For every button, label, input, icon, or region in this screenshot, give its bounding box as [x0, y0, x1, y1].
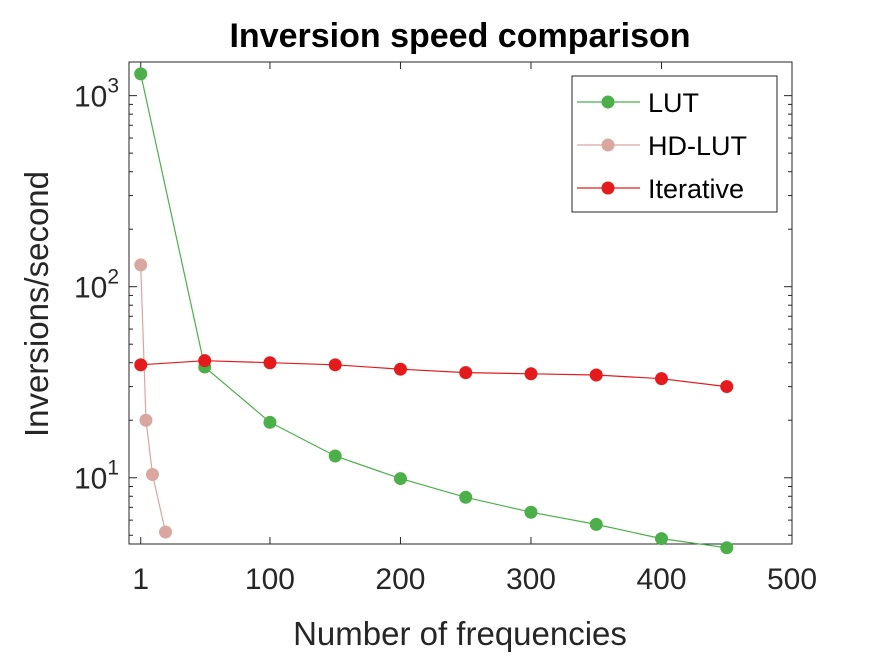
data-point-iterative — [134, 358, 148, 372]
x-tick-label: 300 — [506, 563, 556, 596]
series-line-hd-lut — [140, 264, 167, 533]
data-point-lut — [524, 505, 538, 519]
y-tick-label: 101 — [74, 457, 119, 496]
data-point-hd-lut — [134, 258, 148, 272]
legend-marker-hd-lut — [601, 138, 615, 152]
x-tick-label: 500 — [767, 563, 817, 596]
data-point-iterative — [524, 367, 538, 381]
x-tick-label: 100 — [245, 563, 295, 596]
data-point-lut — [263, 415, 277, 429]
data-point-iterative — [393, 362, 407, 376]
legend-label-hd-lut: HD-LUT — [648, 131, 747, 161]
data-point-hd-lut — [145, 467, 159, 481]
data-point-iterative — [328, 358, 342, 372]
data-point-iterative — [720, 380, 734, 394]
data-point-lut — [134, 67, 148, 81]
data-point-iterative — [263, 356, 277, 370]
data-point-lut — [459, 490, 473, 504]
legend-marker-lut — [601, 95, 615, 109]
axes-box — [128, 61, 793, 545]
series-line-lut — [140, 73, 727, 549]
legend-label-lut: LUT — [648, 88, 699, 118]
x-tick-label: 200 — [375, 563, 425, 596]
data-point-hd-lut — [139, 413, 153, 427]
chart-title: Inversion speed comparison — [229, 17, 690, 55]
series-line-iterative — [140, 360, 727, 388]
x-tick-label: 400 — [636, 563, 686, 596]
data-point-lut — [654, 532, 668, 546]
data-point-lut — [720, 541, 734, 555]
data-point-lut — [328, 449, 342, 463]
plot-area: 1 100 200 300 400 500 101 102 103 — [74, 61, 817, 596]
data-point-lut — [393, 472, 407, 486]
legend: LUT HD-LUT Iterative — [571, 75, 778, 213]
x-tick-label: 1 — [132, 563, 149, 596]
data-point-lut — [589, 517, 603, 531]
data-point-iterative — [654, 372, 668, 386]
y-axis-label: Inversions/second — [18, 171, 55, 437]
x-axis-label: Number of frequencies — [293, 615, 627, 652]
y-tick-label: 102 — [74, 266, 119, 305]
legend-marker-iterative — [601, 181, 615, 195]
data-point-iterative — [459, 366, 473, 380]
legend-label-iterative: Iterative — [648, 174, 744, 204]
data-point-iterative — [198, 354, 212, 368]
data-point-iterative — [589, 368, 603, 382]
data-point-hd-lut — [159, 525, 173, 539]
y-tick-label: 103 — [74, 75, 119, 114]
